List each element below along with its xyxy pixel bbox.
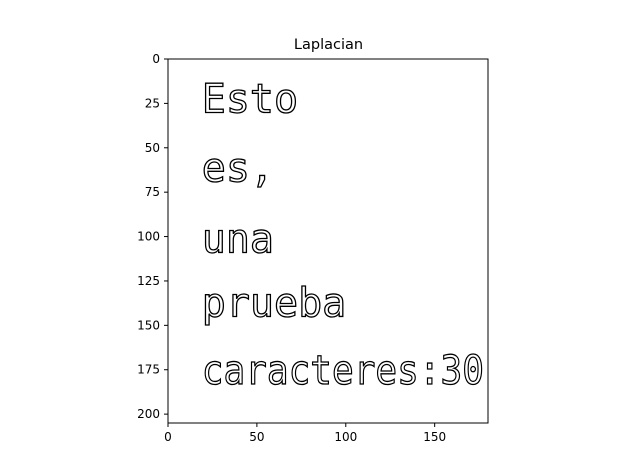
y-tick-label: 0 [152, 52, 160, 66]
x-tick-label: 100 [334, 430, 357, 444]
image-text-line: Esto [202, 76, 298, 122]
chart-title: Laplacian [294, 37, 363, 53]
axes-frame [167, 58, 489, 424]
y-axis: 0 25 50 75 100 125 150 175 200 [137, 52, 168, 421]
y-tick-label: 75 [145, 185, 160, 199]
x-tick-label: 50 [249, 430, 264, 444]
y-tick-label: 50 [145, 141, 160, 155]
x-axis: 0 50 100 150 [164, 423, 446, 444]
y-tick-label: 175 [137, 363, 160, 377]
image-text-line: una [202, 217, 274, 263]
y-tick-label: 125 [137, 274, 160, 288]
image-text-line: es, [202, 146, 274, 192]
image-content: Esto es, una prueba caracteres:30 [201, 76, 485, 395]
y-tick-label: 100 [137, 230, 160, 244]
y-tick-label: 150 [137, 318, 160, 332]
x-tick-label: 0 [164, 430, 172, 444]
image-text-line: prueba [202, 280, 347, 326]
image-text-line: caracteres:30 [202, 348, 484, 394]
y-tick-label: 25 [145, 96, 160, 110]
y-tick-label: 200 [137, 407, 160, 421]
x-tick-label: 150 [423, 430, 446, 444]
